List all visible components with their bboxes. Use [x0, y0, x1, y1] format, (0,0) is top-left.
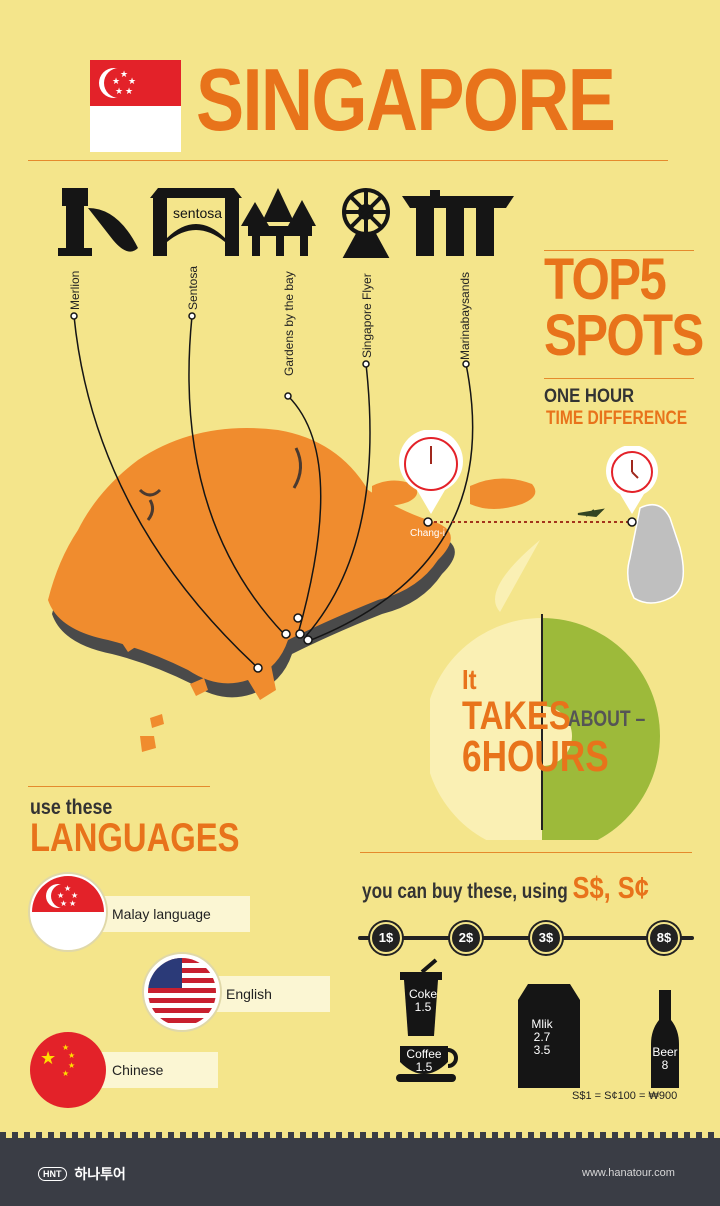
svg-text:★: ★ [68, 1051, 75, 1060]
language-label: Malay language [112, 906, 211, 922]
svg-text:★: ★ [60, 899, 67, 908]
svg-text:★: ★ [128, 77, 136, 87]
it-text: It [462, 664, 477, 695]
footer-pattern [0, 1132, 720, 1138]
price-scale-line [358, 936, 694, 940]
singapore-map [48, 312, 685, 752]
price-marker: 1$ [370, 922, 402, 954]
coke-label: Coke 1.5 [408, 987, 437, 1014]
divider [28, 786, 210, 787]
milk-label: Mlik 2.7 3.5 [531, 1017, 553, 1057]
singapore-clock-icon [399, 430, 463, 514]
milk-carton-icon [518, 984, 580, 1088]
divider [360, 852, 692, 853]
about-text: ABOUT – [568, 706, 646, 731]
svg-text:★: ★ [57, 891, 64, 900]
svg-text:★: ★ [64, 884, 71, 893]
singapore-flag-icon: ★★ ★★ ★ [28, 872, 108, 952]
coffee-label: Coffee 1.5 [406, 1047, 442, 1074]
divider [544, 378, 694, 379]
page-title: SINGAPORE [196, 50, 616, 149]
language-label: Chinese [112, 1062, 164, 1078]
gardens-icon [241, 188, 316, 256]
brand-name: 하나투어 [74, 1166, 126, 1182]
sentosa-icon: sentosa [150, 188, 242, 256]
price-marker: 2$ [450, 922, 482, 954]
singapore-flyer-icon [342, 188, 390, 258]
usa-flag-icon [142, 952, 222, 1032]
svg-text:★: ★ [62, 1043, 69, 1052]
svg-text:★: ★ [62, 1069, 69, 1078]
language-chinese-box: Chinese [90, 1052, 218, 1088]
korea-map [627, 503, 685, 604]
use-these-text: use these [30, 796, 113, 819]
currency-intro: you can buy these, using S$, S¢ [362, 870, 649, 905]
beer-label: Beer 8 [652, 1045, 678, 1072]
landmark-icons: sentosa [58, 188, 514, 258]
singapore-header-flag: ★ ★ ★ ★ ★ [90, 60, 181, 152]
currency-symbols: S$, S¢ [572, 870, 649, 905]
hnt-logo-icon: HNT [38, 1167, 67, 1181]
korea-clock-icon [606, 446, 658, 514]
svg-text:★: ★ [71, 891, 78, 900]
svg-text:★: ★ [69, 899, 76, 908]
price-marker: 8$ [648, 922, 680, 954]
language-english-box: English [200, 976, 330, 1012]
merlion-icon [58, 188, 138, 256]
exchange-rate: S$1 = S¢100 = ₩900 [572, 1090, 678, 1102]
svg-text:★: ★ [125, 87, 133, 97]
time-difference-text: TIME DIFFERENCE [546, 408, 688, 429]
footer [0, 1137, 720, 1206]
language-label: English [226, 986, 272, 1002]
svg-text:★: ★ [68, 1061, 75, 1070]
hours-text: 6HOURS [462, 732, 609, 781]
svg-text:★: ★ [120, 70, 128, 80]
one-hour-text: ONE HOUR [544, 386, 635, 407]
coke-cup-icon [396, 958, 458, 1082]
brand-logo[interactable]: HNT 하나투어 [38, 1164, 126, 1184]
website-link[interactable]: www.hanatour.com [582, 1167, 675, 1179]
takes-text: TAKES [462, 694, 571, 738]
svg-text:★: ★ [112, 77, 120, 87]
route-lines [73, 315, 474, 669]
svg-text:★: ★ [40, 1048, 56, 1069]
spot-markers [70, 312, 470, 673]
languages-heading: LANGUAGES [30, 816, 240, 860]
airport-label: Chang-i [410, 528, 446, 539]
map-island [48, 428, 536, 752]
language-malay-box: Malay language [90, 896, 250, 932]
china-flag-icon: ★★★★★ [30, 1032, 106, 1108]
flight-time-chart [430, 540, 660, 840]
airplane-icon [577, 508, 605, 518]
beer-bottle-icon [651, 990, 679, 1088]
marinabaysands-icon [402, 190, 514, 256]
divider [28, 160, 668, 161]
reservoir-marks [138, 447, 302, 521]
top5-heading: TOP5 SPOTS [544, 247, 704, 368]
sentosa-sign: sentosa [173, 205, 222, 221]
divider [544, 250, 694, 251]
svg-text:★: ★ [115, 87, 123, 97]
price-marker: 3$ [530, 922, 562, 954]
